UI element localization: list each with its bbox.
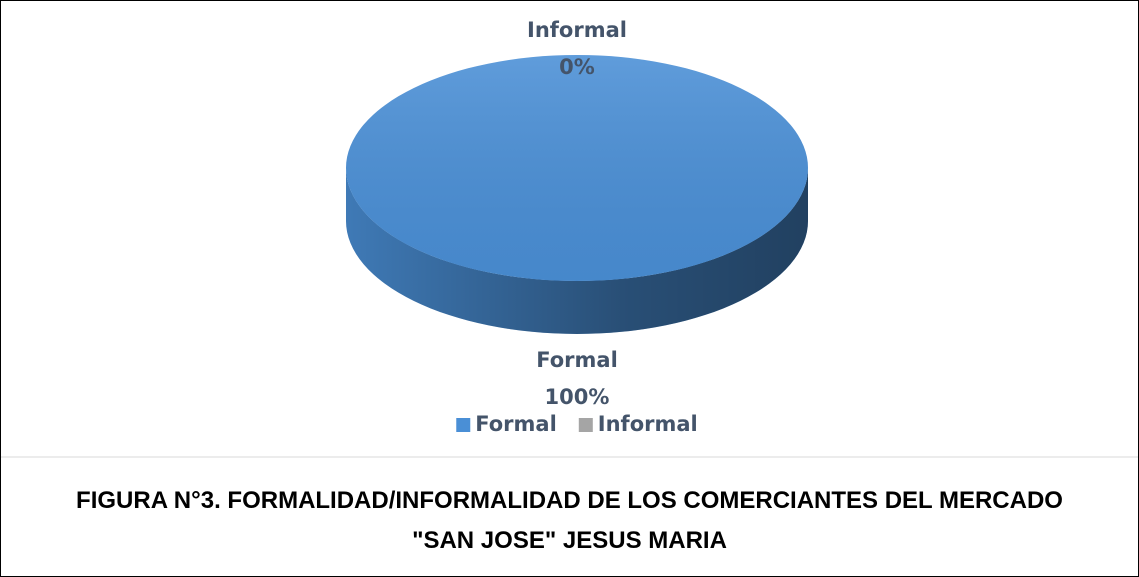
legend: Formal Informal bbox=[456, 412, 698, 436]
pie-side-shade bbox=[346, 168, 808, 334]
chart: Formal 100% Informal 0% Formal Informal bbox=[1, 18, 1138, 458]
legend-label: Formal bbox=[475, 412, 557, 436]
data-label-name: Informal bbox=[527, 18, 627, 42]
pie-top-shade bbox=[345, 54, 808, 282]
legend-swatch bbox=[578, 418, 593, 432]
data-label-value: 0% bbox=[559, 55, 595, 79]
legend-swatch bbox=[456, 418, 471, 432]
legend-label: Informal bbox=[598, 412, 698, 436]
figure-caption: FIGURA N°3. FORMALIDAD/INFORMALIDAD DE L… bbox=[76, 487, 1063, 554]
data-label-name: Formal bbox=[536, 348, 618, 372]
data-label-value: 100% bbox=[545, 385, 610, 409]
